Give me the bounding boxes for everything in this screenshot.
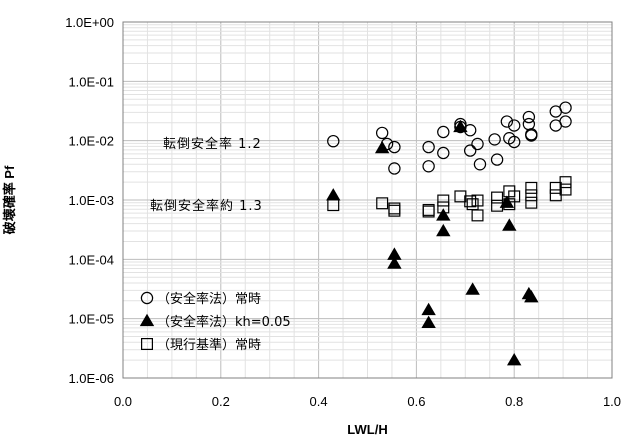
data-point	[524, 290, 539, 303]
y-axis-ticks: 1.0E+00 1.0E-01 1.0E-02 1.0E-03 1.0E-04 1.0E-…	[65, 15, 114, 386]
data-points	[326, 101, 572, 366]
data-point	[421, 315, 436, 329]
y-tick-label: 1.0E-04	[68, 252, 114, 267]
legend-label: （安全率法）kh=0.05	[157, 314, 291, 330]
data-point	[502, 218, 517, 231]
annotation-safety-factor-about-1-3: 転倒安全率約 1.3	[150, 198, 263, 214]
x-tick-label: 1.0	[603, 394, 621, 409]
data-point	[437, 146, 450, 160]
data-point	[437, 201, 450, 214]
y-tick-label: 1.0E-03	[68, 193, 114, 208]
data-point	[491, 191, 504, 204]
legend-label: （現行基準）常時	[157, 337, 261, 353]
x-tick-label: 0.4	[310, 394, 328, 409]
data-point	[525, 181, 538, 194]
data-point	[387, 247, 402, 260]
data-point	[388, 204, 401, 217]
data-point	[508, 190, 521, 203]
data-point	[471, 194, 484, 207]
x-tick-label: 0.8	[505, 394, 523, 409]
data-point	[327, 134, 340, 148]
y-axis-title: 破壊確率 Pf	[2, 165, 17, 234]
data-point	[559, 176, 572, 189]
data-point	[559, 115, 572, 128]
data-point	[525, 129, 538, 142]
y-tick-label: 1.0E-02	[68, 134, 114, 149]
data-point	[500, 115, 514, 128]
y-tick-label: 1.0E-01	[68, 74, 114, 89]
data-point	[488, 133, 501, 146]
data-point	[465, 282, 480, 295]
annotation-safety-factor-1-2: 転倒安全率 1.2	[163, 136, 262, 152]
data-point	[473, 158, 487, 171]
data-point	[437, 194, 450, 207]
y-tick-label: 1.0E-06	[68, 371, 114, 386]
plot-area-border	[122, 21, 613, 379]
series-2	[327, 176, 572, 222]
data-point	[422, 140, 435, 154]
data-point	[453, 119, 468, 133]
data-point	[507, 352, 522, 366]
data-point	[422, 160, 435, 173]
data-point	[499, 195, 515, 208]
legend-marker	[140, 291, 154, 305]
legend: （安全率法）常時 （安全率法）kh=0.05 （現行基準）常時	[139, 291, 291, 353]
data-point	[327, 199, 340, 212]
legend-marker	[139, 313, 155, 327]
data-point	[508, 135, 521, 149]
legend-label: （安全率法）常時	[157, 291, 261, 307]
series-0	[327, 101, 572, 175]
data-point	[559, 101, 572, 114]
data-point	[490, 153, 504, 166]
data-point	[326, 188, 341, 201]
data-point	[375, 126, 389, 140]
data-point	[471, 137, 484, 151]
data-point	[525, 189, 538, 202]
data-point	[522, 110, 536, 124]
data-point	[463, 144, 477, 157]
x-axis-ticks: 0.0 0.2 0.4 0.6 0.8 1.0	[114, 394, 621, 409]
x-tick-label: 0.6	[407, 394, 425, 409]
y-tick-label: 1.0E-05	[68, 312, 114, 327]
data-point	[464, 195, 477, 208]
data-point	[559, 183, 572, 196]
data-point	[376, 197, 389, 210]
data-point	[374, 140, 390, 154]
data-point	[508, 119, 521, 132]
data-point	[491, 199, 504, 212]
data-point	[437, 125, 450, 139]
x-axis-title: LWL/H	[347, 422, 387, 436]
data-point	[471, 209, 484, 222]
data-point	[387, 256, 402, 269]
data-point	[422, 205, 435, 218]
data-point	[388, 140, 401, 154]
x-tick-label: 0.2	[212, 394, 230, 409]
data-point	[436, 223, 451, 237]
x-tick-label: 0.0	[114, 394, 132, 409]
data-point	[525, 196, 538, 209]
data-point	[421, 302, 436, 316]
legend-marker	[141, 338, 154, 351]
data-point	[388, 162, 401, 175]
series-1	[326, 119, 539, 366]
data-point	[436, 208, 451, 221]
y-tick-label: 1.0E+00	[65, 15, 114, 30]
